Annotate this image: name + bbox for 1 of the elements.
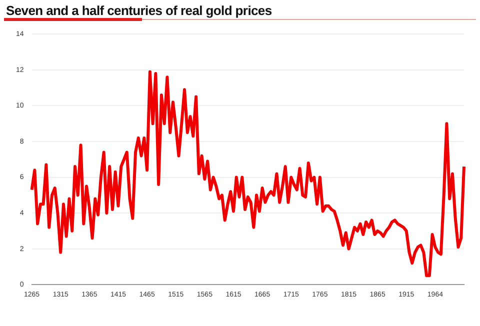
chart-title: Seven and a half centuries of real gold prices [6,3,272,18]
